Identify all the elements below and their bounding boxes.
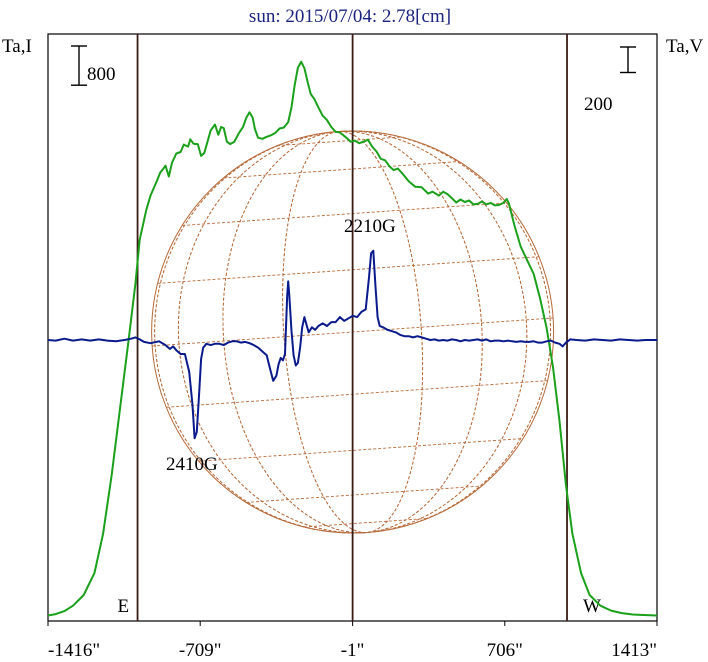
latitude-line <box>277 136 402 147</box>
series-v-line <box>47 249 657 440</box>
latitude-line <box>182 202 507 226</box>
latitude-line <box>198 438 524 462</box>
limb-label-e: E <box>118 596 130 617</box>
scale-bar-label-right: 200 <box>584 94 613 115</box>
annotation-label: 2210G <box>344 216 396 237</box>
scale-bar-label-left: 800 <box>87 64 116 85</box>
right-axis-label: Ta,V <box>666 36 703 57</box>
annotation-label: 2410G <box>166 454 218 475</box>
latitude-line <box>303 517 428 528</box>
latitude-line <box>157 256 540 284</box>
latitude-line <box>223 161 460 179</box>
limb-label-w: W <box>583 596 601 617</box>
left-axis-label: Ta,I <box>2 36 32 57</box>
longitude-line <box>177 130 528 534</box>
chart-title: sun: 2015/07/04: 2.78[cm] <box>249 6 451 27</box>
x-tick-label: 706" <box>487 640 523 661</box>
series-i-line <box>47 60 658 617</box>
x-tick-label: -1416" <box>48 640 100 661</box>
x-tick-label: -1" <box>341 640 365 661</box>
plot-area: E W 800 200 2210G 2410G -1416" -709" -1" 706" 1413… <box>47 33 658 661</box>
x-tick-label: 1413" <box>611 640 657 661</box>
latitude-line <box>166 380 548 408</box>
x-tick-label: -709" <box>179 640 222 661</box>
longitude-line <box>154 130 552 534</box>
longitude-line <box>282 130 424 534</box>
latitude-line <box>246 485 482 503</box>
